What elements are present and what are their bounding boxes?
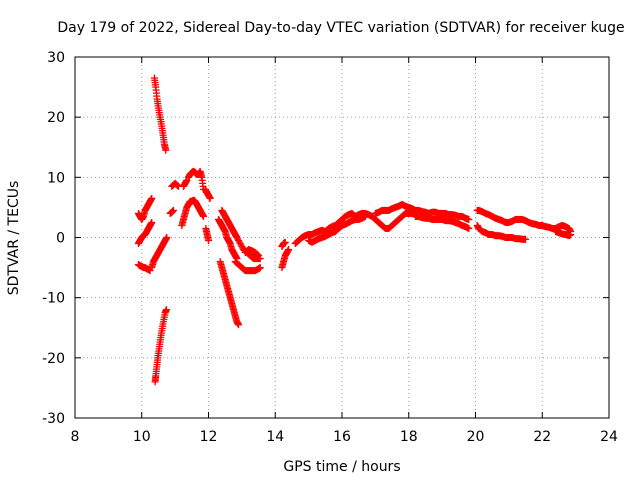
ticks-layer: 8 10 12 14 16 18 20 22 24 -30 -20 -10 0 10 20 30 — [42, 50, 618, 445]
y-tick-label: -20 — [42, 351, 65, 367]
data-point — [256, 264, 264, 272]
x-tick-label: 24 — [600, 429, 618, 445]
chart-title: Day 179 of 2022, Sidereal Day-to-day VTE… — [57, 20, 624, 36]
data-point — [183, 176, 191, 184]
y-tick-label: 0 — [56, 231, 65, 247]
data-point — [465, 224, 473, 232]
data-point — [285, 246, 293, 254]
data-point — [235, 321, 243, 329]
data-point — [173, 181, 181, 189]
data-point — [235, 238, 243, 246]
data-point — [465, 215, 473, 223]
x-tick-label: 14 — [266, 429, 284, 445]
y-tick-label: 20 — [47, 110, 65, 126]
data-point — [237, 241, 245, 249]
y-tick-label: -30 — [42, 411, 65, 427]
data-point — [256, 255, 264, 263]
x-tick-label: 20 — [467, 429, 485, 445]
y-tick-label: 10 — [47, 170, 65, 186]
x-tick-label: 8 — [71, 429, 80, 445]
data-point — [146, 267, 154, 275]
data-point — [233, 234, 241, 241]
data-point — [236, 240, 244, 248]
points-layer — [134, 74, 575, 386]
data-point — [253, 250, 261, 258]
data-point — [522, 235, 530, 243]
x-tick-label: 12 — [200, 429, 218, 445]
data-point — [206, 194, 214, 202]
x-axis-label: GPS time / hours — [283, 459, 400, 475]
data-point — [255, 252, 263, 260]
data-point — [162, 306, 170, 314]
y-tick-label: 30 — [47, 50, 65, 66]
data-point — [235, 237, 243, 245]
x-tick-label: 10 — [133, 429, 151, 445]
data-point — [234, 235, 242, 243]
data-point — [162, 146, 170, 154]
x-tick-label: 22 — [533, 429, 551, 445]
data-point — [174, 182, 182, 190]
data-point — [199, 212, 207, 220]
data-point — [281, 238, 289, 246]
x-tick-label: 18 — [400, 429, 418, 445]
y-tick-label: -10 — [42, 291, 65, 307]
data-point — [163, 234, 171, 241]
data-point — [169, 206, 177, 214]
data-point — [205, 237, 212, 245]
data-point — [567, 230, 575, 238]
data-point — [254, 251, 262, 259]
data-point — [238, 243, 246, 251]
y-axis-label: SDTVAR / TECUs — [6, 181, 22, 296]
grid-layer — [75, 57, 609, 418]
x-tick-label: 16 — [333, 429, 351, 445]
data-point — [148, 194, 156, 202]
data-point — [148, 218, 156, 226]
